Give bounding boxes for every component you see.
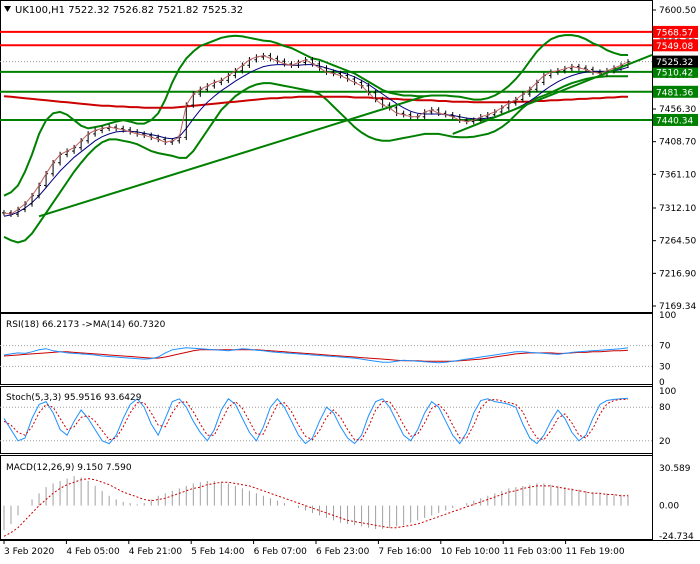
rsi-line: [3, 347, 629, 364]
rsi-tick-label: 30: [659, 362, 671, 372]
rsi-plot-layer: [0, 345, 652, 367]
level-price-tag-label: 7510.42: [656, 68, 693, 78]
price-tick-label: 7408.70: [659, 138, 696, 148]
chart-type-triangle-icon[interactable]: [4, 6, 11, 12]
time-tick-label: 3 Feb 2020: [4, 547, 55, 557]
ma-slow-line: [3, 95, 628, 109]
stoch-tick-label: 20: [659, 437, 671, 447]
stoch-title: Stoch(5,3,3) 95.9516 93.6429: [6, 393, 142, 403]
ma-fast-line: [3, 55, 629, 215]
price-tick-label: 7264.50: [659, 237, 696, 247]
level-price-tag[interactable]: [653, 25, 698, 38]
macd-title: MACD(12,26,9) 9.150 7.590: [6, 463, 132, 473]
rsi-title: RSI(18) 66.2173 ->MA(14) 60.7320: [6, 320, 166, 330]
time-tick-label: 6 Feb 23:00: [316, 547, 370, 557]
bollinger-upper-line: [3, 34, 628, 197]
macd-signal-line: [3, 478, 628, 537]
ma-mid-line: [3, 64, 629, 217]
rsi-top-label: 100: [659, 311, 676, 321]
price-tick-label: 7216.90: [659, 269, 696, 279]
stoch-signal-line: [3, 398, 628, 441]
macd-tick-label: 30.589: [659, 464, 691, 474]
time-tick-label: 4 Feb 05:00: [66, 547, 120, 557]
level-price-tag[interactable]: [653, 65, 698, 78]
price-tick-label: 7361.10: [659, 170, 696, 180]
time-tick-label: 4 Feb 21:00: [129, 547, 183, 557]
level-price-tag[interactable]: [653, 113, 698, 126]
level-price-tag-label: 7440.34: [656, 116, 693, 126]
time-tick-label: 5 Feb 14:00: [191, 547, 245, 557]
price-tick-label: 7456.30: [659, 105, 696, 115]
trend-line[interactable]: [38, 95, 425, 218]
macd-tick-label: -24.734: [659, 532, 694, 542]
macd-tick-label: 0.00: [659, 502, 679, 512]
time-tick-label: 11 Feb 03:00: [503, 547, 562, 557]
price-tick-label: 7600.50: [659, 6, 696, 16]
level-price-tag-label: 7481.36: [656, 88, 693, 98]
symbol-header: UK100,H1 7522.32 7526.82 7521.82 7525.32: [15, 5, 243, 16]
level-price-tag[interactable]: [653, 85, 698, 98]
stoch-tick-label: 80: [659, 403, 671, 413]
bollinger-lower-line: [3, 75, 628, 244]
current-price-tag: [653, 55, 698, 68]
time-tick-label: 7 Feb 16:00: [378, 547, 432, 557]
price-tick-label: 7312.10: [659, 204, 696, 214]
time-tick-label: 10 Feb 10:00: [441, 547, 500, 557]
axis-labels-layer: 7600.507553.537505.707456.307408.707361.…: [3, 6, 698, 557]
trend-line[interactable]: [452, 54, 653, 135]
main-plot-layer: [0, 30, 653, 244]
rsi-tick-label: 70: [659, 342, 671, 352]
current-price-tag-label: 7525.32: [656, 58, 693, 68]
stoch-plot-layer: [0, 397, 652, 445]
rsi-tick-label: 0: [659, 378, 665, 388]
stoch-main-line: [3, 397, 629, 445]
time-tick-label: 11 Feb 19:00: [566, 547, 625, 557]
time-tick-label: 6 Feb 07:00: [254, 547, 308, 557]
level-price-tag-label: 7549.08: [656, 42, 693, 52]
stoch-top-label: 100: [659, 387, 676, 397]
main-price-panel[interactable]: [0, 0, 653, 313]
macd-plot-layer: [3, 476, 629, 537]
level-price-tag[interactable]: [653, 39, 698, 52]
price-tick-label: 7169.34: [659, 302, 696, 312]
rsi-ma-line: [3, 349, 629, 362]
level-price-tag-label: 7568.57: [656, 28, 693, 38]
